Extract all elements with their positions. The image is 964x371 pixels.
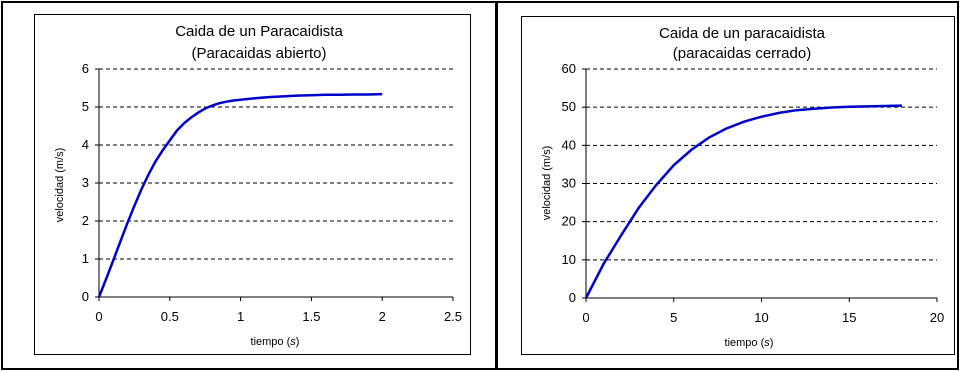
chart-paracaidas-abierto: 0 1 2 3 4 5 6 0 0.5 1 1.5 2 2.5 Caida de un Paracai… bbox=[34, 14, 471, 355]
y-tick-label: 0 bbox=[82, 289, 89, 304]
x-tick-label: 1 bbox=[237, 309, 244, 324]
x-tick-label: 5 bbox=[670, 310, 677, 325]
series-line bbox=[584, 104, 902, 299]
y-tick-label: 40 bbox=[562, 137, 576, 152]
x-tick-label: 20 bbox=[930, 310, 944, 325]
x-axis-label: tiempo (s) bbox=[725, 337, 774, 349]
gridlines bbox=[586, 68, 937, 261]
x-tick-label: 2.5 bbox=[444, 309, 462, 324]
x-tick-label: 0 bbox=[95, 309, 102, 324]
gridlines bbox=[99, 68, 453, 260]
chart-title: Caida de un paracaidista bbox=[659, 25, 826, 42]
y-tick-label: 60 bbox=[562, 61, 576, 76]
x-tick-label: 1.5 bbox=[302, 309, 320, 324]
x-tick-label: 15 bbox=[842, 310, 856, 325]
x-tick-label: 0 bbox=[582, 310, 589, 325]
panel-divider bbox=[495, 1, 498, 370]
y-axis-label: velocidad (m/s) bbox=[541, 146, 553, 221]
x-axis-label: tiempo (s) bbox=[251, 336, 300, 348]
y-tick-label: 4 bbox=[82, 137, 89, 152]
y-tick-label: 50 bbox=[562, 99, 576, 114]
x-tick-label: 0.5 bbox=[161, 309, 179, 324]
x-tick-label: 10 bbox=[754, 310, 768, 325]
chart-subtitle: (Paracaidas abierto) bbox=[191, 45, 326, 62]
x-tick-label: 2 bbox=[379, 309, 386, 324]
y-tick-label: 1 bbox=[82, 251, 89, 266]
y-tick-label: 6 bbox=[82, 61, 89, 76]
y-axis-label: velocidad (m/s) bbox=[54, 148, 66, 223]
chart-svg-abierto: 0 1 2 3 4 5 6 0 0.5 1 1.5 2 2.5 Caida de un Paracai… bbox=[54, 23, 462, 348]
chart-title: Caida de un Paracaidista bbox=[175, 23, 343, 40]
chart-paracaidas-cerrado: 0 10 20 30 40 50 60 0 5 10 15 20 Caida de un parac… bbox=[521, 16, 955, 355]
y-tick-label: 20 bbox=[562, 214, 576, 229]
y-tick-label: 2 bbox=[82, 213, 89, 228]
series-line bbox=[97, 92, 383, 298]
y-tick-label: 10 bbox=[562, 252, 576, 267]
y-tick-label: 30 bbox=[562, 176, 576, 191]
chart-subtitle: (paracaidas cerrado) bbox=[673, 45, 811, 62]
y-tick-label: 3 bbox=[82, 175, 89, 190]
y-tick-label: 5 bbox=[82, 99, 89, 114]
y-tick-label: 0 bbox=[569, 290, 576, 305]
chart-svg-cerrado: 0 10 20 30 40 50 60 0 5 10 15 20 Caida de un parac… bbox=[541, 25, 944, 349]
